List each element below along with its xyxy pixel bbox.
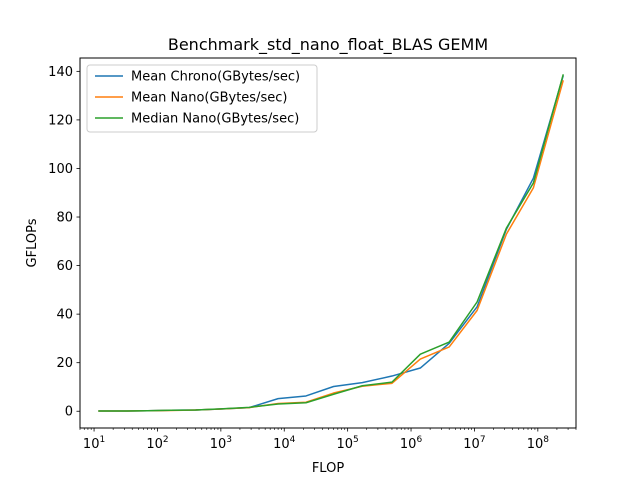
y-tick-label: 60 (56, 259, 73, 274)
x-axis: 101 102 103 104 105 106 107 108 (79, 428, 577, 452)
x-tick-label: 107 (463, 435, 485, 452)
x-tick-label: 108 (527, 435, 550, 452)
series-line-3 (98, 74, 564, 412)
y-axis-label: GFLOPs (25, 218, 40, 267)
y-tick-label: 40 (56, 308, 73, 323)
legend-label-3: Median Nano(GBytes/sec) (131, 112, 299, 127)
legend-box (86, 64, 318, 133)
x-tick-label: 106 (400, 435, 423, 452)
x-tick-label: 102 (146, 435, 168, 452)
x-axis-label: FLOP (312, 461, 344, 476)
x-tick-label: 105 (337, 435, 359, 452)
y-tick-label: 80 (56, 211, 73, 226)
x-tick-label: 104 (273, 435, 296, 452)
axes-frame (79, 57, 577, 429)
legend: Mean Chrono(GBytes/sec) Mean Nano(GBytes/… (86, 64, 318, 133)
x-tick-label: 103 (210, 435, 232, 452)
plot-area (98, 74, 564, 412)
y-tick-label: 140 (48, 65, 73, 80)
legend-label-1: Mean Chrono(GBytes/sec) (131, 70, 300, 85)
y-tick-label: 120 (48, 113, 73, 128)
chart-title: Benchmark_std_nano_float_BLAS GEMM (168, 35, 488, 55)
legend-label-2: Mean Nano(GBytes/sec) (131, 91, 287, 106)
y-axis: 0 20 40 60 80 100 120 140 (48, 65, 80, 420)
y-tick-label: 0 (65, 405, 73, 420)
y-tick-label: 20 (56, 356, 73, 371)
y-tick-label: 100 (48, 162, 73, 177)
x-tick-label: 101 (83, 435, 105, 452)
